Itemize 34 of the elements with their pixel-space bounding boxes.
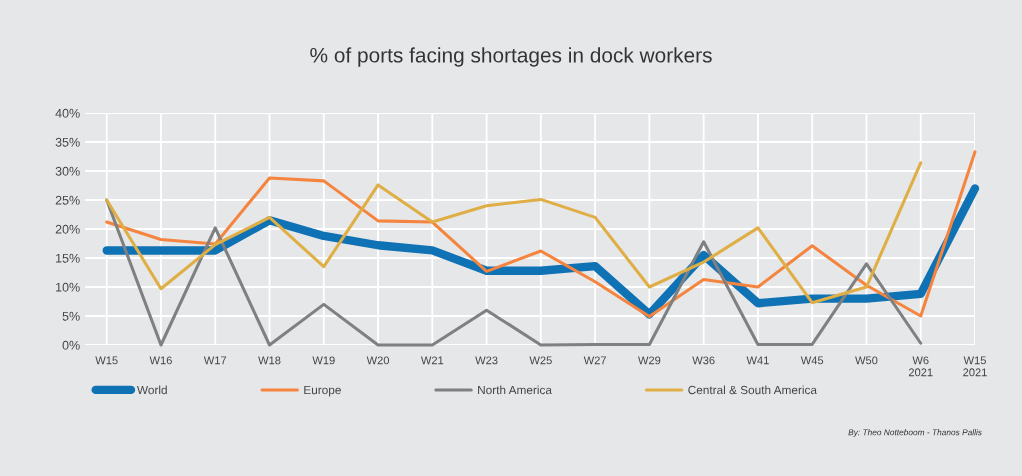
x-tick-label: W25 [529,356,552,365]
x-tick-label: W36 [692,356,715,365]
y-tick-label: 40% [55,108,80,118]
y-tick-label: 15% [56,253,80,263]
x-tick-label: W17 [203,356,227,365]
line-series [105,161,923,305]
legend-label: North America [478,385,552,395]
x-tick-label: W15 [95,356,118,365]
y-tick-label: 35% [55,137,80,147]
y-tick-label: 25% [55,195,80,205]
y-tick-label: 5% [62,311,80,321]
y-tick-label: 10% [56,282,80,292]
x-tick-label: W16 [149,356,172,365]
x-tick-label: W20 [366,356,390,365]
y-tick-label: 30% [55,166,80,176]
line-series [105,150,977,319]
legend-label: Central & South America [688,385,817,395]
text: By: Theo Notteboom - Thanos Pallis [848,429,982,437]
x-tick-label: W29 [638,356,661,365]
x-tick-label: W19 [312,356,335,365]
x-tick-label: W18 [258,356,281,365]
legend-label: Europe [304,385,341,397]
x-tick-label: W15 2021 [963,356,987,377]
x-tick-label: W21 [420,356,444,365]
x-tick-label: W50 [855,356,878,365]
x-tick-label: W45 [800,356,824,365]
x-tick-label: W41 [746,356,769,365]
x-tick-label: W27 [583,356,606,365]
legend-label: World [137,385,167,395]
chart-title: % of ports facing shortages in dock workers [310,47,712,67]
x-tick-label: W6 2021 [908,356,933,377]
x-tick-label: W23 [475,356,498,365]
y-tick-label: 20% [55,224,80,234]
y-tick-label: 0% [62,340,80,350]
